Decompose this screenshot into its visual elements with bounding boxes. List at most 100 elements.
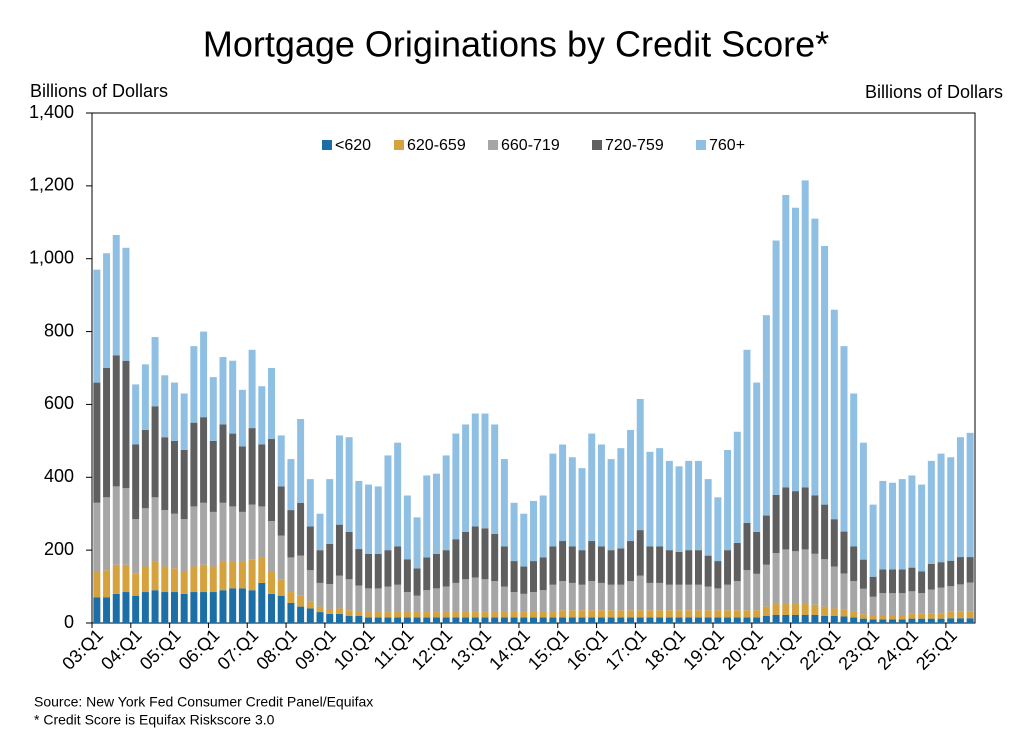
- bar-segment: [316, 550, 324, 583]
- source-note: Source: New York Fed Consumer Credit Pan…: [34, 694, 373, 710]
- bar-segment: [200, 417, 208, 503]
- bar-segment: [384, 617, 392, 623]
- bar-segment: [597, 617, 605, 623]
- x-tick-label: 24:Q1: [873, 625, 922, 674]
- bar-segment: [607, 610, 615, 618]
- bar-segment: [937, 587, 945, 614]
- bar-segment: [850, 393, 858, 547]
- bar-segment: [151, 406, 159, 498]
- bar-segment: [471, 413, 479, 527]
- bar-segment: [297, 419, 305, 503]
- bar-segment: [859, 559, 867, 589]
- y-axis-label: Billions of Dollars: [30, 81, 168, 101]
- bar-segment: [190, 422, 198, 507]
- legend-swatch: [394, 140, 404, 150]
- bar-segment: [947, 618, 955, 623]
- legend-label: 620-659: [407, 137, 466, 154]
- bar-segment: [200, 564, 208, 593]
- bar-segment: [481, 579, 489, 613]
- bar-segment: [365, 617, 373, 623]
- bar-segment: [365, 553, 373, 589]
- bar-segment: [588, 433, 596, 542]
- bar-segment: [190, 592, 198, 623]
- bar-segment: [132, 595, 140, 623]
- bar-segment: [500, 586, 508, 613]
- bar-segment: [801, 180, 809, 488]
- bar-segment: [898, 569, 906, 594]
- bar-segment: [743, 617, 751, 623]
- bar-segment: [568, 610, 576, 618]
- bar-segment: [103, 570, 111, 598]
- bar-segment: [607, 459, 615, 551]
- bar-segment: [219, 590, 227, 623]
- bar-segment: [229, 433, 237, 507]
- bar-segment: [627, 541, 635, 582]
- bar-segment: [830, 309, 838, 520]
- y-tick-label: 200: [44, 539, 74, 559]
- bar-segment: [685, 617, 693, 623]
- x-tick-label: 06:Q1: [175, 625, 224, 674]
- bar-segment: [268, 439, 276, 521]
- bar-segment: [462, 617, 470, 623]
- bar-segment: [403, 495, 411, 560]
- y-tick-label: 600: [44, 393, 74, 413]
- x-tick-label: 10:Q1: [330, 625, 379, 674]
- bar-segment: [394, 546, 402, 585]
- bar-segment: [539, 495, 547, 558]
- bar-segment: [675, 466, 683, 552]
- y-tick-label: 400: [44, 466, 74, 486]
- bar-segment: [384, 455, 392, 551]
- bar-segment: [821, 504, 829, 560]
- bar-segment: [568, 457, 576, 547]
- bar-segment: [918, 613, 926, 619]
- bar-segment: [685, 460, 693, 551]
- bar-segment: [568, 617, 576, 623]
- bar-segment: [355, 549, 363, 586]
- bar-segment: [510, 617, 518, 623]
- bar-segment: [180, 519, 188, 572]
- bar-segment: [675, 617, 683, 623]
- bar-segment: [452, 612, 460, 618]
- bar-segment: [869, 614, 877, 620]
- bar-segment: [530, 612, 537, 618]
- legend-swatch: [322, 140, 332, 150]
- x-tick-label: 12:Q1: [408, 625, 457, 674]
- bar-segment: [394, 617, 402, 623]
- legend-swatch: [696, 140, 706, 150]
- bar-segment: [151, 590, 159, 623]
- bar-segment: [694, 550, 702, 585]
- bar-segment: [306, 601, 314, 609]
- bar-segment: [491, 533, 499, 582]
- bar-segment: [442, 612, 450, 618]
- bar-segment: [432, 588, 440, 613]
- bar-segment: [462, 579, 470, 613]
- bar-segment: [549, 546, 557, 585]
- bar-segment: [549, 612, 557, 618]
- bar-segment: [471, 612, 479, 618]
- bar-segment: [617, 448, 625, 549]
- bar-segment: [811, 495, 819, 554]
- bar-segment: [384, 550, 392, 587]
- bar-segment: [297, 502, 305, 556]
- bar-segment: [898, 593, 906, 615]
- bar-segment: [830, 615, 838, 623]
- bar-segment: [908, 567, 916, 592]
- bar-segment: [956, 557, 964, 585]
- bar-segment: [559, 581, 567, 611]
- bar-segment: [772, 553, 780, 605]
- bar-segment: [200, 592, 208, 623]
- bar-segment: [403, 617, 411, 623]
- bar-segment: [287, 557, 295, 593]
- bar-segment: [733, 542, 741, 582]
- bar-segment: [811, 218, 819, 496]
- bar-segment: [588, 610, 596, 618]
- bar-segment: [500, 459, 508, 547]
- bar-segment: [578, 584, 586, 611]
- bar-segment: [656, 610, 664, 618]
- bar-segment: [636, 530, 644, 576]
- bar-segment: [122, 247, 130, 361]
- bar-segment: [724, 449, 732, 551]
- bar-segment: [520, 513, 528, 567]
- bar-segment: [714, 497, 722, 562]
- bar-segment: [335, 524, 343, 576]
